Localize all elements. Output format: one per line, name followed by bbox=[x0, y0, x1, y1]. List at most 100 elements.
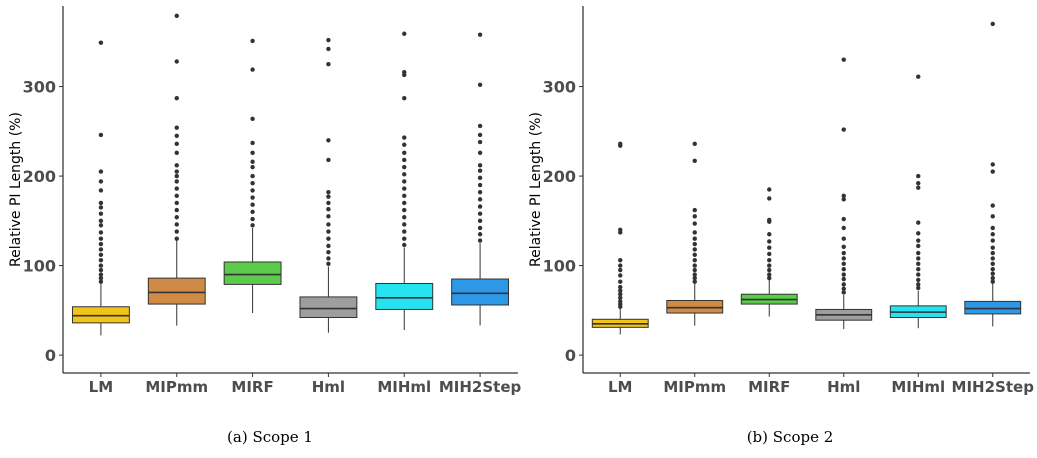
outlier-point bbox=[841, 250, 846, 256]
outlier-point bbox=[990, 279, 995, 284]
x-tick-label: MIH2Step bbox=[439, 378, 522, 396]
outlier-point bbox=[767, 272, 772, 277]
outlier-point bbox=[98, 169, 104, 174]
iqr-box bbox=[451, 278, 510, 306]
outlier-point bbox=[326, 214, 331, 219]
outlier-point bbox=[477, 163, 483, 168]
outlier-point bbox=[326, 229, 331, 234]
outlier-point bbox=[98, 132, 104, 138]
outlier-point bbox=[767, 263, 772, 268]
y-tick-label: 0 bbox=[45, 346, 56, 365]
outlier-point bbox=[250, 38, 255, 44]
outlier-point bbox=[98, 267, 104, 273]
outlier-point bbox=[402, 193, 407, 198]
outlier-point bbox=[402, 172, 407, 177]
outlier-point bbox=[990, 271, 995, 276]
iqr-box bbox=[964, 300, 1022, 315]
outlier-point bbox=[477, 168, 483, 173]
outlier-point bbox=[98, 252, 104, 258]
outlier-point bbox=[990, 266, 995, 272]
outlier-point bbox=[916, 272, 921, 277]
outlier-point bbox=[402, 242, 407, 248]
y-tick-label: 300 bbox=[543, 78, 576, 97]
outlier-point bbox=[174, 95, 179, 101]
outlier-point bbox=[477, 238, 483, 243]
outlier-point bbox=[477, 139, 483, 145]
iqr-box bbox=[147, 277, 206, 305]
outlier-point bbox=[767, 239, 772, 244]
iqr-box bbox=[666, 299, 724, 314]
outlier-point bbox=[841, 127, 846, 132]
y-tick-label: 300 bbox=[23, 78, 56, 97]
outlier-point bbox=[692, 214, 697, 219]
outlier-point bbox=[618, 295, 623, 301]
outlier-point bbox=[174, 169, 179, 174]
outlier-point bbox=[98, 275, 104, 281]
outlier-point bbox=[477, 232, 483, 237]
outlier-point bbox=[98, 258, 104, 263]
outlier-point bbox=[402, 31, 407, 36]
outlier-point bbox=[326, 37, 331, 43]
y-axis-label: Relative PI Length (%) bbox=[528, 112, 544, 267]
outlier-point bbox=[477, 189, 483, 195]
outlier-point bbox=[98, 247, 104, 252]
outlier-point bbox=[990, 256, 995, 261]
outlier-point bbox=[174, 141, 179, 147]
box-hml bbox=[815, 57, 873, 330]
box-mirf bbox=[740, 187, 798, 317]
outlier-point bbox=[250, 209, 255, 215]
outlier-point bbox=[477, 123, 483, 129]
outlier-point bbox=[618, 299, 623, 304]
outlier-point bbox=[402, 157, 407, 163]
box-mipmm bbox=[666, 141, 724, 326]
outlier-point bbox=[692, 247, 697, 252]
outlier-point bbox=[250, 164, 255, 170]
outlier-point bbox=[326, 200, 331, 206]
outlier-point bbox=[618, 258, 623, 263]
outlier-point bbox=[174, 150, 179, 155]
outlier-point bbox=[841, 261, 846, 266]
outlier-point bbox=[98, 211, 104, 216]
outlier-point bbox=[250, 181, 255, 186]
outlier-point bbox=[402, 186, 407, 191]
outlier-point bbox=[98, 218, 104, 224]
outlier-point bbox=[990, 203, 995, 208]
outlier-point bbox=[692, 230, 697, 235]
y-tick-label: 200 bbox=[23, 167, 56, 186]
box-mihml bbox=[375, 31, 434, 331]
outlier-point bbox=[477, 175, 483, 181]
outlier-point bbox=[990, 261, 995, 266]
outlier-point bbox=[767, 217, 772, 223]
iqr-box bbox=[223, 261, 282, 285]
outlier-point bbox=[250, 202, 255, 207]
outlier-point bbox=[402, 179, 407, 184]
outlier-point bbox=[174, 215, 179, 220]
outlier-point bbox=[841, 57, 846, 62]
y-tick-label: 0 bbox=[565, 346, 576, 365]
outlier-point bbox=[477, 82, 483, 87]
box-mipmm bbox=[147, 13, 206, 326]
outlier-point bbox=[618, 267, 623, 273]
x-tick-label: Hml bbox=[827, 378, 860, 396]
outlier-point bbox=[174, 186, 179, 191]
outlier-point bbox=[98, 200, 104, 206]
outlier-point bbox=[326, 206, 331, 212]
outlier-point bbox=[990, 169, 995, 174]
outlier-point bbox=[326, 249, 331, 255]
outlier-point bbox=[692, 275, 697, 281]
iqr-box bbox=[299, 296, 358, 319]
outlier-point bbox=[402, 222, 407, 227]
outlier-point bbox=[402, 135, 407, 140]
outlier-point bbox=[174, 236, 179, 241]
box-lm bbox=[71, 40, 130, 336]
outlier-point bbox=[98, 40, 104, 45]
outlier-point bbox=[250, 223, 255, 228]
outlier-point bbox=[692, 267, 697, 273]
outlier-point bbox=[402, 70, 407, 75]
outlier-point bbox=[402, 207, 407, 213]
outlier-point bbox=[477, 32, 483, 37]
outlier-point bbox=[990, 275, 995, 281]
outlier-point bbox=[326, 236, 331, 241]
outlier-point bbox=[477, 225, 483, 231]
outlier-point bbox=[916, 74, 921, 79]
